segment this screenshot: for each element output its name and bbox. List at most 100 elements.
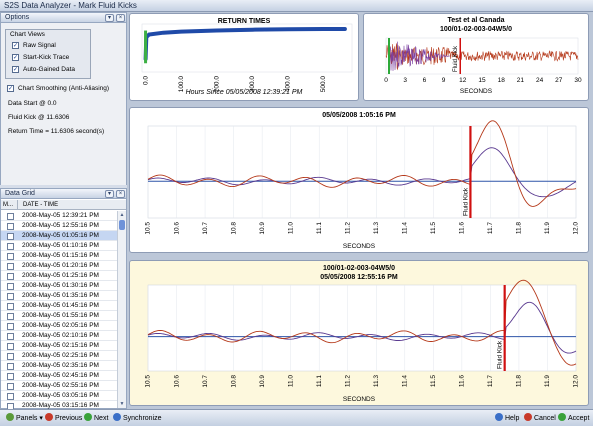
row-datetime: 2008-May-05 02:25:16 PM bbox=[22, 352, 99, 359]
pin-icon[interactable]: ▾ bbox=[105, 190, 114, 198]
scrollbar-thumb[interactable] bbox=[119, 220, 125, 230]
x-axis-label: SECONDS bbox=[343, 243, 376, 250]
series-return-times bbox=[143, 27, 347, 61]
table-row[interactable]: 2008-May-05 02:55:16 PM bbox=[1, 381, 117, 391]
series-start-kick bbox=[389, 41, 450, 71]
table-row[interactable]: 2008-May-05 01:05:16 PM bbox=[1, 231, 117, 241]
fluid-kick-label: Fluid Kick bbox=[453, 45, 459, 72]
smoothing-checkbox[interactable]: ✓ bbox=[7, 85, 14, 92]
row-datetime: 2008-May-05 01:05:16 PM bbox=[22, 232, 99, 239]
row-mark-checkbox[interactable] bbox=[7, 353, 14, 360]
row-datetime: 2008-May-05 01:30:16 PM bbox=[22, 282, 99, 289]
row-mark-checkbox[interactable] bbox=[7, 233, 14, 240]
table-row[interactable]: 2008-May-05 02:45:16 PM bbox=[1, 371, 117, 381]
table-row[interactable]: 2008-May-05 01:10:16 PM bbox=[1, 241, 117, 251]
grid-scrollbar[interactable]: ▲ ▼ bbox=[117, 211, 126, 408]
row-mark-checkbox[interactable] bbox=[7, 213, 14, 220]
table-row[interactable]: 2008-May-05 01:55:16 PM bbox=[1, 311, 117, 321]
trace-chart-1: 05/05/2008 1:05:16 PM Fluid Kick 10.5 10.6 1… bbox=[145, 112, 580, 250]
row-mark-checkbox[interactable] bbox=[7, 273, 14, 280]
scroll-down-icon[interactable]: ▼ bbox=[119, 401, 125, 407]
synchronize-button[interactable]: Synchronize bbox=[113, 413, 162, 422]
row-mark-checkbox[interactable] bbox=[7, 253, 14, 260]
pin-icon[interactable]: ▾ bbox=[105, 14, 114, 22]
x-tick-label: 11.1 bbox=[316, 375, 323, 388]
close-icon[interactable]: × bbox=[116, 190, 125, 198]
return-time-text: Return Time = 11.6306 second(s) bbox=[8, 128, 105, 135]
auto-gained-checkbox[interactable]: ✓ bbox=[12, 66, 19, 73]
row-mark-checkbox[interactable] bbox=[7, 323, 14, 330]
chart-title: 100/01-02-003-04W5/0 bbox=[323, 265, 395, 272]
cancel-button[interactable]: Cancel bbox=[524, 413, 556, 422]
data-grid-title: Data Grid bbox=[5, 190, 35, 197]
left-panel: Options ▾ × Chart Views ✓ Raw Signal ✓ S… bbox=[0, 12, 127, 411]
table-row[interactable]: 2008-May-05 01:25:16 PM bbox=[1, 271, 117, 281]
table-row[interactable]: 2008-May-05 02:35:16 PM bbox=[1, 361, 117, 371]
table-row[interactable]: 2008-May-05 02:15:16 PM bbox=[1, 341, 117, 351]
x-tick-label: 10.9 bbox=[259, 375, 266, 388]
x-tick-label: 11.5 bbox=[430, 375, 437, 388]
synchronize-icon bbox=[113, 413, 121, 421]
table-row[interactable]: 2008-May-05 01:45:16 PM bbox=[1, 301, 117, 311]
x-axis-label: Hours Since 05/05/2008 12:39:21 PM bbox=[186, 89, 303, 96]
previous-button[interactable]: Previous bbox=[45, 413, 82, 422]
series-raw-signal bbox=[147, 120, 577, 207]
chart-views-label: Chart Views bbox=[10, 31, 45, 38]
scroll-up-icon[interactable]: ▲ bbox=[119, 212, 125, 218]
accept-button[interactable]: Accept bbox=[558, 413, 589, 422]
options-header: Options ▾ × bbox=[0, 12, 127, 23]
table-row[interactable]: 2008-May-05 01:20:16 PM bbox=[1, 261, 117, 271]
row-mark-checkbox[interactable] bbox=[7, 223, 14, 230]
table-row[interactable]: 2008-May-05 01:15:16 PM bbox=[1, 251, 117, 261]
x-tick-label: 300.0 bbox=[249, 76, 256, 93]
row-mark-checkbox[interactable] bbox=[7, 343, 14, 350]
x-tick-label: 10.7 bbox=[202, 375, 209, 388]
panels-button[interactable]: Panels ▾ bbox=[6, 413, 43, 422]
start-kick-trace-checkbox[interactable]: ✓ bbox=[12, 54, 19, 61]
table-row[interactable]: 2008-May-05 01:30:16 PM bbox=[1, 281, 117, 291]
x-tick-label: 6 bbox=[423, 77, 427, 84]
row-mark-checkbox[interactable] bbox=[7, 383, 14, 390]
table-row[interactable]: 2008-May-05 03:05:16 PM bbox=[1, 391, 117, 401]
row-mark-checkbox[interactable] bbox=[7, 303, 14, 310]
x-tick-label: 12.0 bbox=[573, 375, 580, 388]
table-row[interactable]: 2008-May-05 02:25:16 PM bbox=[1, 351, 117, 361]
help-label: Help bbox=[505, 415, 520, 422]
column-datetime[interactable]: DATE - TIME bbox=[23, 202, 59, 208]
grid-column-headers: M... DATE - TIME bbox=[1, 200, 126, 210]
row-datetime: 2008-May-05 01:10:16 PM bbox=[22, 242, 99, 249]
raw-trace-panel: Test et al Canada 100/01-02-003-04W5/0 Flu… bbox=[363, 13, 589, 101]
row-datetime: 2008-May-05 02:35:16 PM bbox=[22, 362, 99, 369]
table-row[interactable]: 2008-May-05 12:39:21 PM bbox=[1, 211, 117, 221]
row-mark-checkbox[interactable] bbox=[7, 283, 14, 290]
raw-signal-checkbox[interactable]: ✓ bbox=[12, 42, 19, 49]
options-title: Options bbox=[5, 14, 30, 21]
row-datetime: 2008-May-05 02:55:16 PM bbox=[22, 382, 99, 389]
row-mark-checkbox[interactable] bbox=[7, 313, 14, 320]
table-row[interactable]: 2008-May-05 02:10:16 PM bbox=[1, 331, 117, 341]
table-row[interactable]: 2008-May-05 02:05:16 PM bbox=[1, 321, 117, 331]
row-mark-checkbox[interactable] bbox=[7, 373, 14, 380]
row-mark-checkbox[interactable] bbox=[7, 293, 14, 300]
x-tick-label: 15 bbox=[478, 77, 486, 84]
fluid-kick-label: Fluid Kick bbox=[462, 187, 469, 216]
column-mark[interactable]: M... bbox=[1, 200, 18, 210]
x-tick-label: 27 bbox=[555, 77, 563, 84]
x-axis-label: SECONDS bbox=[343, 396, 376, 403]
row-mark-checkbox[interactable] bbox=[7, 243, 14, 250]
next-button[interactable]: Next bbox=[84, 413, 108, 422]
table-row[interactable]: 2008-May-05 01:35:16 PM bbox=[1, 291, 117, 301]
row-datetime: 2008-May-05 02:45:16 PM bbox=[22, 372, 99, 379]
row-mark-checkbox[interactable] bbox=[7, 333, 14, 340]
row-mark-checkbox[interactable] bbox=[7, 393, 14, 400]
next-label: Next bbox=[94, 415, 109, 422]
row-mark-checkbox[interactable] bbox=[7, 363, 14, 370]
x-tick-label: 11.8 bbox=[516, 222, 523, 235]
cancel-icon bbox=[524, 413, 532, 421]
help-button[interactable]: Help bbox=[495, 413, 519, 422]
data-grid: Data Grid ▾ × M... DATE - TIME 2008-May-… bbox=[0, 188, 127, 411]
table-row[interactable]: 2008-May-05 12:55:16 PM bbox=[1, 221, 117, 231]
series-start-kick-trace bbox=[147, 147, 577, 198]
row-mark-checkbox[interactable] bbox=[7, 263, 14, 270]
close-icon[interactable]: × bbox=[116, 14, 125, 22]
